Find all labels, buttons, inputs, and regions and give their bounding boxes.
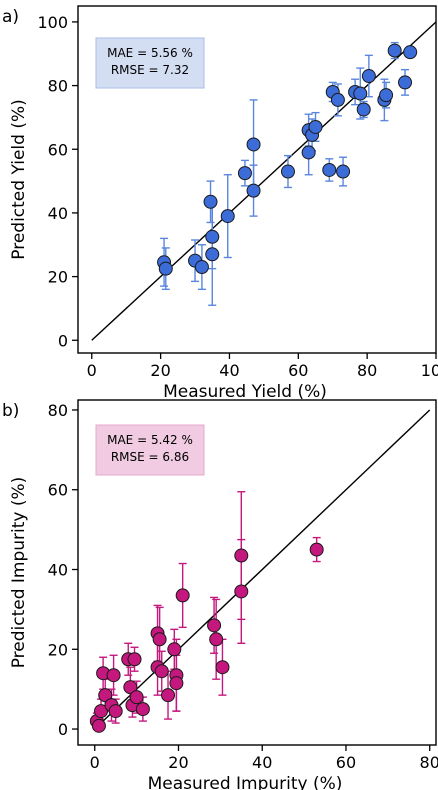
- panel-b: b) 0 20 40 60 80 0 20 40 60 80 Measured Impurity (%…: [2, 399, 438, 790]
- data-point: [353, 86, 368, 101]
- data-point: [246, 183, 261, 198]
- data-point: [127, 652, 142, 667]
- data-point: [234, 584, 249, 599]
- data-point: [205, 229, 220, 244]
- stats-box-background: [95, 424, 205, 476]
- data-point: [167, 642, 182, 657]
- data-point: [215, 660, 230, 675]
- plot-area: [89, 409, 431, 733]
- data-point: [322, 162, 337, 177]
- x-tick-label: 20: [168, 753, 188, 772]
- x-tick-label: 40: [219, 361, 239, 380]
- data-point: [309, 542, 324, 557]
- y-tick-label: 0: [58, 720, 68, 739]
- data-point: [356, 102, 371, 117]
- y-tick-label: 40: [48, 204, 68, 223]
- plot-area: [91, 20, 436, 341]
- x-tick-label: 60: [336, 753, 356, 772]
- data-point: [403, 45, 418, 60]
- y-tick-label: 60: [48, 140, 68, 159]
- data-point: [94, 704, 109, 719]
- mae-text: MAE = 5.56 %: [107, 46, 193, 60]
- data-point: [152, 632, 167, 647]
- stats-box: MAE = 5.56 % RMSE = 7.32: [95, 37, 205, 89]
- data-point: [220, 209, 235, 224]
- data-point: [387, 43, 402, 58]
- data-point: [175, 588, 190, 603]
- data-point: [379, 88, 394, 103]
- data-point: [129, 690, 144, 705]
- data-point: [234, 548, 249, 563]
- x-tick-label: 20: [150, 361, 170, 380]
- y-tick-label: 40: [48, 561, 68, 580]
- data-point: [203, 194, 218, 209]
- data-point: [98, 688, 113, 703]
- x-axis-label: Measured Yield (%): [163, 382, 327, 402]
- stats-box: MAE = 5.42 % RMSE = 6.86: [95, 424, 205, 476]
- data-point: [336, 164, 351, 179]
- data-point: [308, 119, 323, 134]
- data-point: [361, 69, 376, 84]
- data-point: [301, 145, 316, 160]
- parity-line: [94, 409, 431, 730]
- data-point: [108, 704, 123, 719]
- data-point: [280, 164, 295, 179]
- x-tick-label: 0: [87, 361, 97, 380]
- y-tick-label: 60: [48, 481, 68, 500]
- data-point: [106, 668, 121, 683]
- panel-label: a): [2, 7, 19, 27]
- y-tick-label: 80: [48, 401, 68, 420]
- x-tick-label: 40: [252, 753, 272, 772]
- data-point: [154, 664, 169, 679]
- x-tick-label: 80: [357, 361, 377, 380]
- data-point: [246, 137, 261, 152]
- y-tick-label: 100: [37, 13, 68, 32]
- rmse-text: RMSE = 7.32: [111, 63, 189, 77]
- y-tick-label: 20: [48, 640, 68, 659]
- panel-label: b): [2, 401, 19, 421]
- data-point: [209, 632, 224, 647]
- parity-line: [91, 20, 436, 341]
- data-point: [194, 260, 209, 275]
- stats-box-background: [95, 37, 205, 89]
- data-point: [237, 166, 252, 181]
- data-point: [161, 688, 176, 703]
- data-point: [207, 618, 222, 633]
- y-tick-label: 0: [58, 331, 68, 350]
- data-point: [91, 718, 106, 733]
- data-point: [135, 702, 150, 717]
- x-tick-label: 60: [288, 361, 308, 380]
- y-tick-label: 20: [48, 268, 68, 287]
- data-point: [205, 247, 220, 262]
- x-axis-label: Measured Impurity (%): [148, 774, 343, 790]
- data-point: [158, 261, 173, 276]
- mae-text: MAE = 5.42 %: [107, 433, 193, 447]
- data-point: [169, 676, 184, 691]
- y-axis-label: Predicted Yield (%): [9, 99, 29, 260]
- rmse-text: RMSE = 6.86: [111, 450, 189, 464]
- x-tick-label: 0: [90, 753, 100, 772]
- y-axis-label: Predicted Impurity (%): [9, 477, 29, 669]
- axes-frame: [77, 399, 437, 746]
- x-tick-label: 100: [421, 361, 438, 380]
- x-tick-label: 80: [420, 753, 438, 772]
- panel-a: a) 0 20 40 60 80 100 0 20 40 60 80 100 Measured Yield…: [2, 5, 438, 402]
- data-point: [330, 92, 345, 107]
- data-point: [398, 75, 413, 90]
- y-tick-label: 80: [48, 77, 68, 96]
- axes-frame: [77, 5, 437, 354]
- data-point: [123, 680, 138, 695]
